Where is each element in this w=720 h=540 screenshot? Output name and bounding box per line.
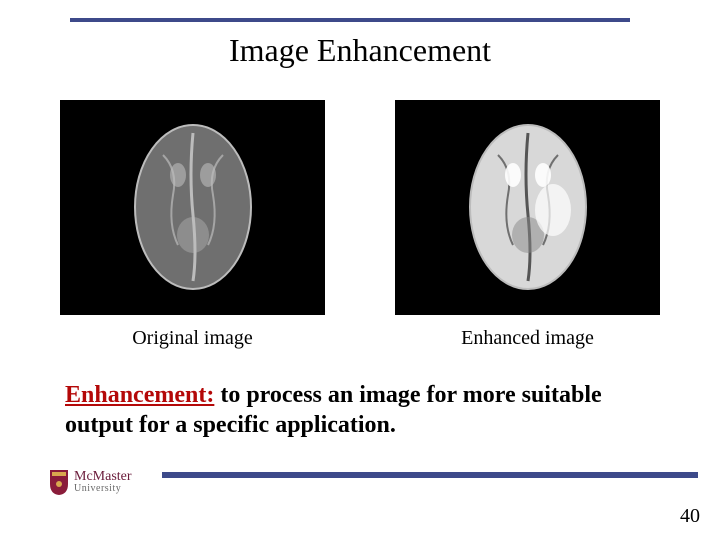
caption-original: Original image [132, 327, 253, 350]
top-rule [70, 18, 630, 22]
university-logo: McMaster University [48, 460, 158, 504]
logo-line1: McMaster [74, 470, 132, 484]
brain-scan-original-icon [123, 115, 263, 300]
brain-scan-enhanced-icon [458, 115, 598, 300]
image-column-original: Original image [60, 100, 325, 350]
slide: Image Enhancement Original image [0, 0, 720, 540]
image-column-enhanced: Enhanced image [395, 100, 660, 350]
bottom-rule [162, 472, 698, 478]
image-box-enhanced [395, 100, 660, 315]
definition-term: Enhancement: [65, 382, 214, 408]
logo-text: McMaster University [74, 470, 132, 494]
slide-title: Image Enhancement [0, 32, 720, 69]
images-row: Original image Enhanced image [60, 100, 660, 350]
caption-enhanced: Enhanced image [461, 327, 594, 350]
page-number: 40 [680, 505, 700, 528]
crest-icon [48, 468, 70, 496]
definition-text: Enhancement: to process an image for mor… [65, 380, 655, 440]
logo-line2: University [74, 484, 132, 494]
image-box-original [60, 100, 325, 315]
